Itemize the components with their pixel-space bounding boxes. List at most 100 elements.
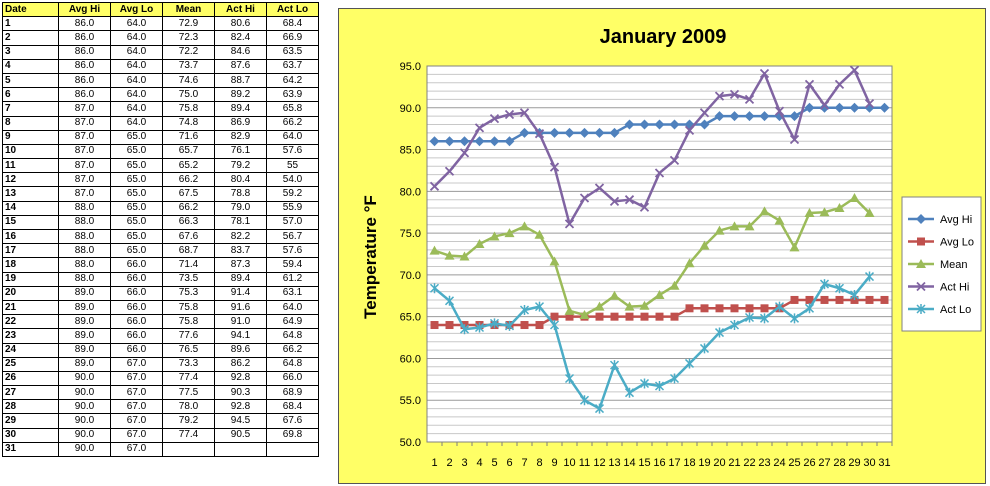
value-cell: 66.2 [266, 115, 319, 131]
data-point [745, 304, 754, 313]
table-row: 29 90.0 67.0 79.2 94.5 67.6 [2, 413, 319, 429]
value-cell: 66.0 [110, 271, 163, 287]
legend-label: Mean [940, 259, 968, 271]
table-row: 25 89.0 67.0 73.3 86.2 64.8 [2, 356, 319, 372]
data-point [835, 295, 844, 304]
data-point [759, 206, 770, 216]
value-cell: 67.0 [110, 370, 163, 387]
data-point [789, 313, 800, 324]
legend-item: Act Hi [908, 282, 969, 294]
data-point [429, 181, 440, 191]
value-cell: 78.1 [214, 214, 267, 231]
data-point [670, 312, 679, 321]
date-cell: 10 [2, 143, 59, 160]
header-cell: Date [2, 1, 59, 18]
value-cell: 89.0 [58, 356, 111, 372]
x-tick-label: 16 [653, 457, 665, 469]
value-cell: 88.0 [58, 257, 111, 273]
value-cell: 88.0 [58, 214, 111, 231]
data-point [744, 312, 755, 323]
value-cell: 86.9 [214, 115, 267, 131]
date-cell: 19 [2, 271, 59, 287]
data-point [849, 193, 860, 203]
data-point [879, 102, 890, 113]
value-cell: 86.0 [58, 87, 111, 103]
data-point [429, 136, 440, 147]
table-row: 22 89.0 66.0 75.8 91.0 64.9 [2, 314, 319, 330]
x-tick-label: 19 [698, 457, 710, 469]
value-cell: 66.0 [266, 370, 319, 387]
header-cell: Act Lo [266, 1, 319, 18]
data-point [820, 295, 829, 304]
value-cell: 67.6 [266, 413, 319, 429]
value-cell: 64.0 [110, 58, 163, 74]
date-cell: 13 [2, 186, 59, 202]
data-point [917, 237, 925, 246]
data-point [565, 312, 574, 321]
data-point [504, 320, 515, 331]
value-cell: 87.3 [214, 257, 267, 273]
value-cell: 63.5 [266, 44, 319, 60]
plot-area [426, 65, 893, 443]
value-cell: 63.1 [266, 285, 319, 301]
y-tick-label: 70.0 [400, 270, 421, 282]
table-row: 30 90.0 67.0 77.4 90.5 69.8 [2, 427, 319, 443]
grid-lines [427, 65, 892, 443]
data-point [564, 373, 575, 384]
table-row: 27 90.0 67.0 77.5 90.3 68.9 [2, 385, 319, 401]
data-point [850, 295, 859, 304]
data-point [790, 295, 799, 304]
data-point [624, 195, 635, 205]
data-point [759, 68, 770, 79]
data-point [610, 312, 619, 321]
value-cell: 64.0 [110, 44, 163, 60]
date-cell: 7 [2, 101, 59, 117]
date-cell: 6 [2, 87, 59, 103]
table-row: 13 87.0 65.0 67.5 78.8 59.2 [2, 186, 319, 202]
value-cell: 78.8 [214, 186, 267, 202]
data-point [699, 108, 710, 118]
date-cell: 9 [2, 129, 59, 145]
value-cell: 77.5 [162, 385, 215, 401]
value-cell: 76.1 [214, 143, 267, 160]
data-point [699, 240, 710, 250]
data-point [819, 102, 830, 113]
value-cell: 61.2 [266, 271, 319, 287]
value-cell [266, 441, 319, 458]
table-row: 1 86.0 64.0 72.9 80.6 68.4 [2, 16, 319, 32]
data-point [639, 378, 650, 389]
data-point [625, 312, 634, 321]
date-cell: 4 [2, 58, 59, 74]
x-tick-label: 6 [506, 457, 512, 469]
x-tick-label: 24 [773, 457, 785, 469]
value-cell: 72.2 [162, 44, 215, 60]
value-cell: 79.0 [214, 200, 267, 216]
data-point [444, 295, 455, 306]
value-cell: 77.6 [162, 328, 215, 344]
data-point [684, 125, 695, 135]
table-header-row: Date Avg Hi Avg Lo Mean Act Hi Act Lo [2, 1, 319, 18]
x-tick-label: 4 [476, 457, 482, 469]
value-cell: 80.4 [214, 172, 267, 188]
value-cell: 90.0 [58, 413, 111, 429]
data-point [594, 183, 605, 193]
data-point [804, 208, 815, 218]
data-point [594, 403, 605, 414]
data-point [669, 155, 680, 166]
table-row: 18 88.0 66.0 71.4 87.3 59.4 [2, 257, 319, 273]
data-point [774, 106, 785, 116]
data-point [916, 259, 926, 268]
table-row: 23 89.0 66.0 77.6 94.1 64.8 [2, 328, 319, 344]
x-tick-label: 17 [668, 457, 680, 469]
data-point [669, 280, 680, 290]
value-cell: 90.0 [58, 399, 111, 415]
data-point [579, 309, 590, 319]
data-point [685, 304, 694, 313]
y-axis-ticks: 50.0 55.0 60.0 65.0 70.0 75.0 80.0 85.0 90.0 95.0 [400, 61, 421, 449]
data-table: Date Avg Hi Avg Lo Mean Act Hi Act Lo 1 86.0 64… [2, 1, 319, 458]
data-point [700, 304, 709, 313]
data-point [430, 321, 439, 330]
data-point [699, 119, 710, 130]
data-point [549, 256, 560, 266]
data-point [789, 111, 800, 122]
